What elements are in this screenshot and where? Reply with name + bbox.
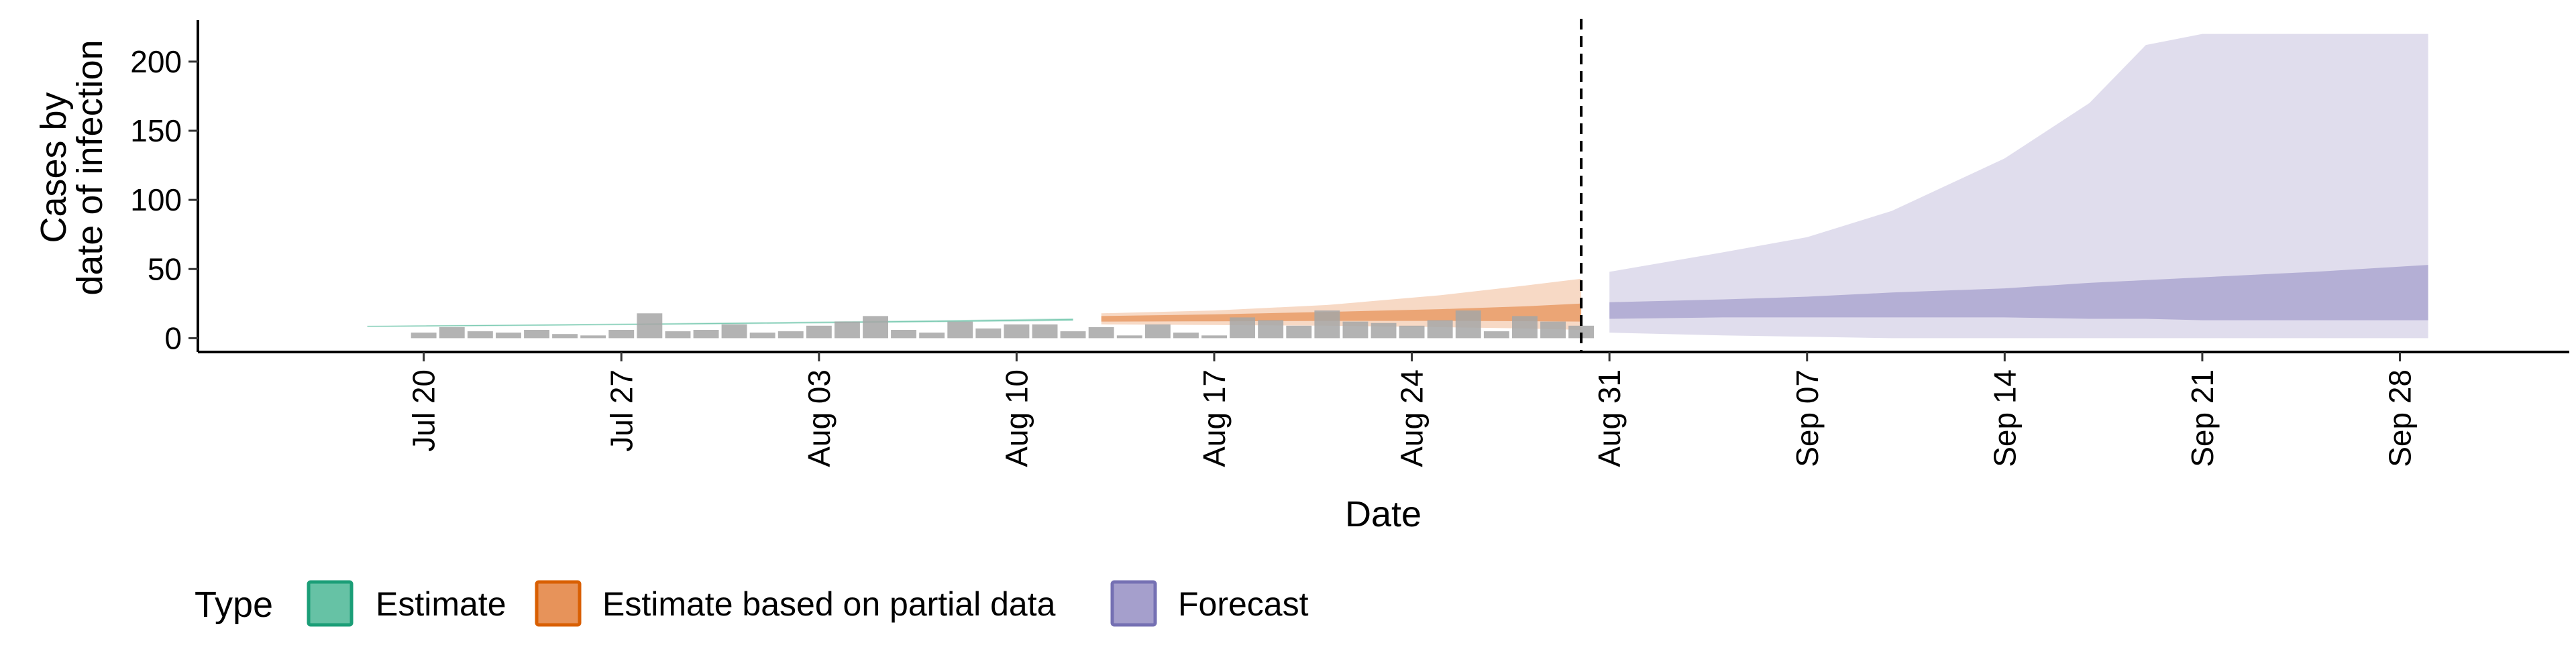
case-bar [580,335,606,339]
case-bar [777,331,804,339]
case-bar [1427,320,1453,339]
case-bar [919,333,945,339]
x-tick-label: Sep 07 [1790,369,1825,467]
case-bar [467,331,493,339]
axes: 0 50 100 150 200 Jul 20 Jul 27 Aug 03 Aug 10 Aug … [130,20,2569,467]
case-bar [665,331,691,339]
case-bar [1286,325,1312,339]
case-bar [1004,324,1030,339]
x-tick-label: Aug 03 [802,369,837,467]
case-bar [947,321,973,339]
x-tick-label: Aug 10 [999,369,1034,467]
case-bar [1455,310,1481,339]
case-bar [524,330,549,339]
x-tick-label: Aug 31 [1592,369,1627,467]
case-bar [1060,331,1086,339]
legend-label-partial: Estimate based on partial data [602,585,1056,623]
band-outer-forecast [1609,34,2428,339]
case-bar [1088,327,1114,339]
case-bar [439,327,465,339]
band-inner-forecast [1609,265,2428,320]
y-tick-label: 0 [164,320,182,355]
legend-label-forecast: Forecast [1178,585,1309,623]
case-bar [1399,325,1425,339]
case-bar [496,333,521,339]
case-bar [637,313,663,339]
legend-item-forecast: Forecast [1110,580,1309,627]
x-tick-label: Jul 27 [604,369,639,452]
case-bar [693,330,719,339]
band-outer-estimate-based-on-partial-data [1101,278,1582,330]
case-bar [1314,310,1340,339]
case-bar [1144,324,1171,339]
case-bar [1116,335,1142,339]
legend-title: Type [195,585,273,625]
case-bar [749,333,775,339]
legend-item-partial: Estimate based on partial data [535,580,1056,627]
x-tick-label: Aug 17 [1197,369,1232,467]
legend-key-estimate [307,580,354,627]
case-bar [863,316,888,339]
y-tick-label: 100 [130,182,182,217]
case-bar [1342,321,1368,339]
case-bar [552,334,578,339]
y-axis-title-line-1: Cases by [34,92,74,243]
legend-key-partial [535,580,582,627]
band-inner-estimate [367,318,1073,327]
x-tick-label: Sep 28 [2383,369,2418,467]
case-bar [975,328,1002,339]
observed-case-bars [411,310,1594,339]
case-bar [1512,316,1538,339]
case-bar [1568,325,1594,339]
case-bar [1258,320,1284,339]
case-bar [891,330,916,339]
y-tick-label: 50 [148,251,182,286]
case-bar [1483,331,1509,339]
y-tick-label: 150 [130,113,182,148]
y-axis-title: Cases by date of infection [34,40,110,295]
y-tick-label: 200 [130,44,182,79]
y-axis-title-line-2: date of infection [70,40,110,295]
case-bar [1201,335,1227,339]
case-bar [835,321,860,339]
x-tick-label: Aug 24 [1395,369,1430,467]
case-bar [608,330,635,339]
case-bar [721,324,747,339]
legend-label-estimate: Estimate [376,585,506,623]
case-bar [1371,322,1397,339]
x-tick-label: Jul 20 [407,369,441,452]
case-bar [1032,324,1058,339]
legend-item-estimate: Estimate [307,580,506,627]
x-tick-label: Sep 21 [2185,369,2220,467]
x-axis-title: Date [1345,494,1421,534]
case-bar [411,333,437,339]
case-bar [806,325,832,339]
case-bar [1173,333,1199,339]
case-bar [1230,317,1255,339]
case-bar [1540,321,1566,339]
legend-key-forecast [1110,580,1157,627]
x-tick-label: Sep 14 [1987,369,2022,467]
legend: Type Estimate Estimate based on partial … [195,580,1309,627]
